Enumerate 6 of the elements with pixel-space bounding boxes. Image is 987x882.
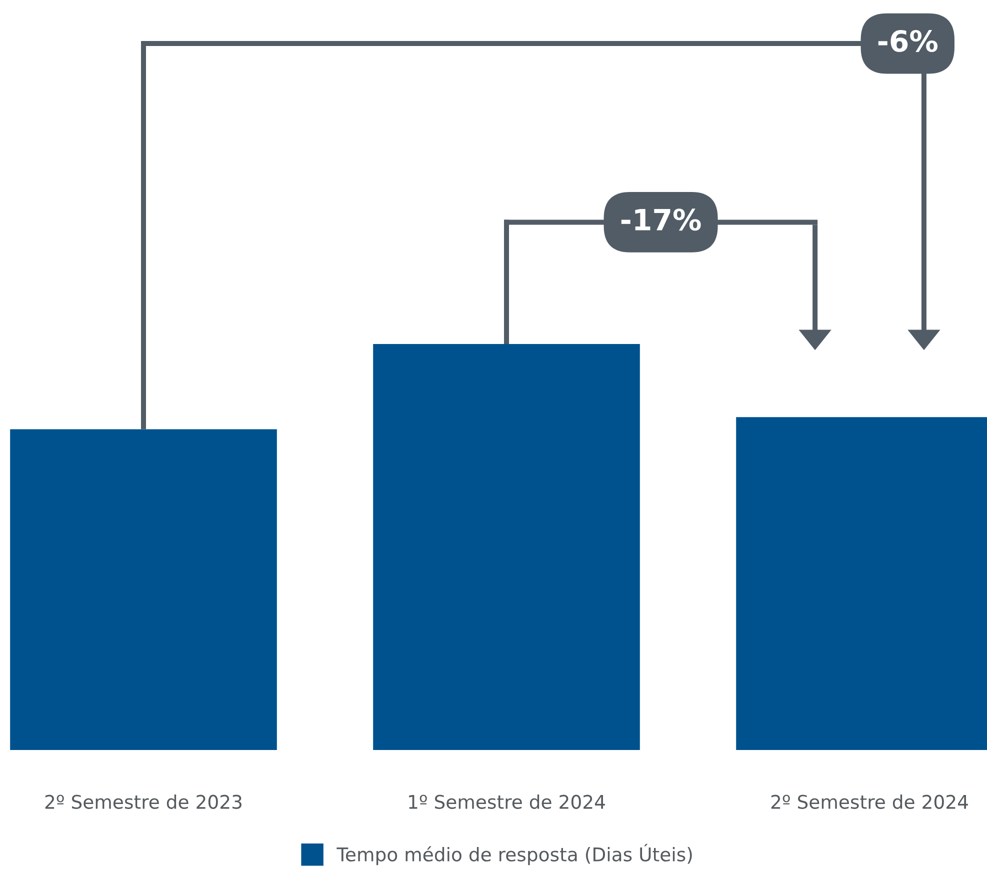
x-tick-label: 1º Semestre de 2024 (409, 794, 605, 809)
x-tick-label: 2º Semestre de 2023 (45, 794, 242, 809)
legend-label: Tempo médio de resposta (Dias Úteis) (336, 844, 692, 866)
text: -17% (621, 208, 701, 231)
x-tick-label: 2º Semestre de 2024 (771, 794, 968, 809)
text: -6% (878, 30, 938, 52)
